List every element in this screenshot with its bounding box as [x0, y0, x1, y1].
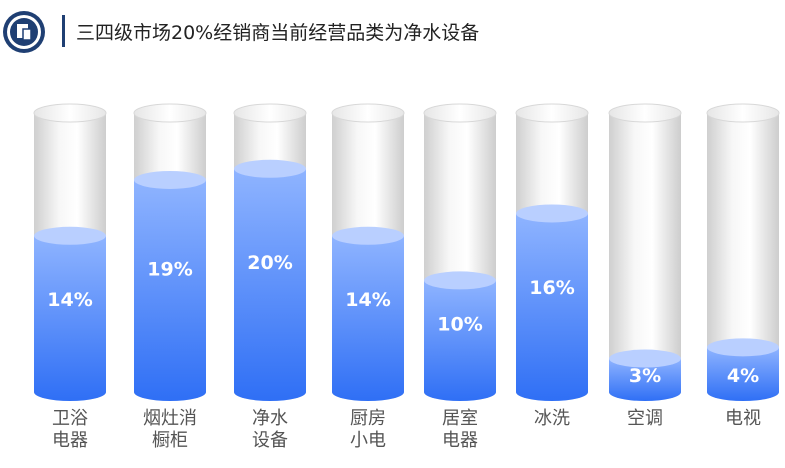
- data-label: 16%: [529, 277, 574, 299]
- bar-group: 19% 烟灶消橱柜: [133, 103, 207, 451]
- bar-group: 4% 电视: [706, 103, 780, 429]
- category-label: 空调: [627, 408, 663, 429]
- category-label: 电视: [725, 408, 761, 429]
- bar-track-top: [133, 103, 207, 123]
- bar-track: [707, 113, 779, 401]
- bar-track-top: [331, 103, 405, 123]
- category-label: 厨房小电: [350, 408, 386, 451]
- bar: [34, 235, 106, 401]
- bar-top: [609, 349, 681, 368]
- bar-group: 14% 卫浴电器: [33, 103, 107, 451]
- bar: [234, 168, 306, 401]
- bar: [707, 347, 779, 401]
- bar-top: [332, 226, 404, 245]
- data-label: 14%: [47, 289, 92, 311]
- bar-track: [609, 113, 681, 401]
- data-label: 20%: [247, 252, 292, 274]
- bar-track-top: [33, 103, 107, 123]
- data-label: 10%: [437, 314, 482, 336]
- bar: [332, 235, 404, 401]
- data-label: 19%: [147, 258, 192, 280]
- bar-group: 14% 厨房小电: [331, 103, 405, 451]
- logo: [2, 10, 46, 54]
- bar-top: [234, 159, 306, 178]
- category-label: 卫浴电器: [52, 408, 88, 451]
- document-badge-icon: [3, 11, 45, 53]
- bar-track-top: [233, 103, 307, 123]
- bar-group: 20% 净水设备: [233, 103, 307, 451]
- bar-top: [707, 338, 779, 357]
- bar-group: 16% 冰洗: [515, 103, 589, 429]
- bar-group: 10% 居室电器: [423, 103, 497, 451]
- bar-top: [516, 204, 588, 223]
- title-accent-bar: [62, 15, 65, 47]
- bar-top: [424, 271, 496, 290]
- data-label: 14%: [345, 289, 390, 311]
- bar-top: [34, 226, 106, 245]
- bar-top: [134, 170, 206, 189]
- bar-track-top: [515, 103, 589, 123]
- bar: [424, 280, 496, 401]
- category-label: 冰洗: [534, 408, 570, 429]
- page-title: 三四级市场20%经销商当前经营品类为净水设备: [76, 22, 480, 44]
- category-label: 烟灶消橱柜: [143, 408, 197, 451]
- bar-track-top: [706, 103, 780, 123]
- bar-track-top: [608, 103, 682, 123]
- bar-track-top: [423, 103, 497, 123]
- bar: [516, 213, 588, 401]
- data-label: 3%: [629, 365, 661, 387]
- bar: [609, 358, 681, 401]
- data-label: 4%: [727, 365, 759, 387]
- category-label: 净水设备: [252, 408, 288, 451]
- bar: [134, 179, 206, 401]
- category-label: 居室电器: [442, 408, 478, 451]
- bar-group: 3% 空调: [608, 103, 682, 429]
